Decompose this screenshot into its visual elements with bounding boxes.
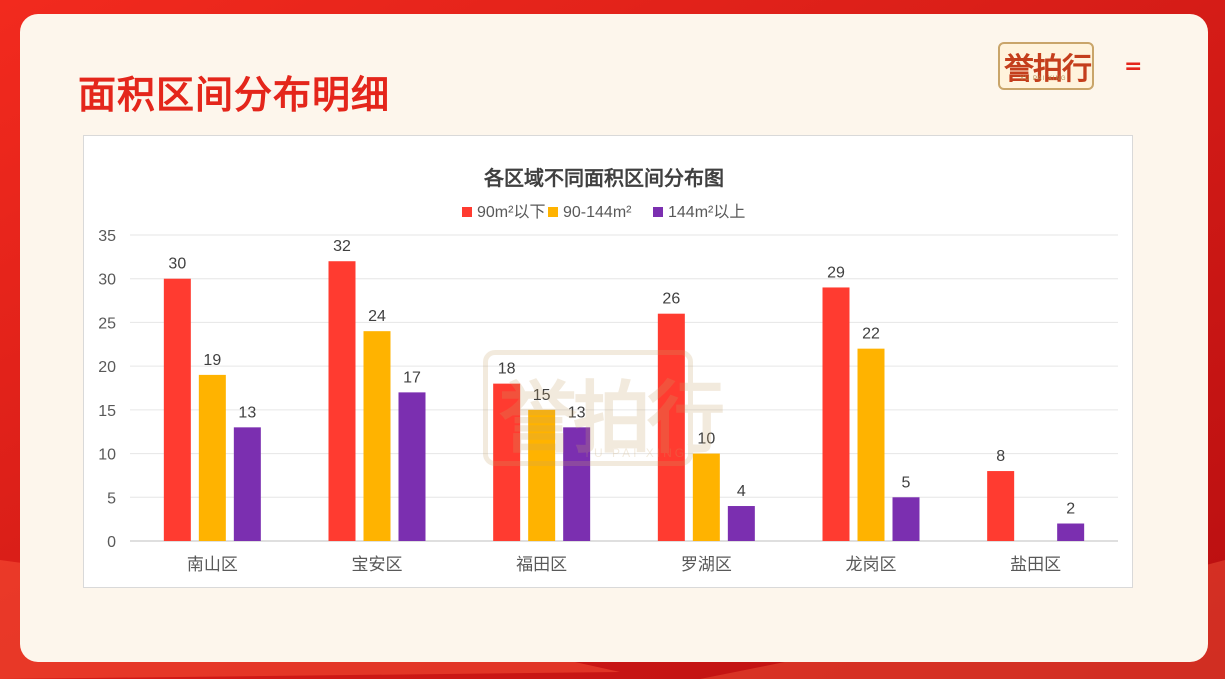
bar: [493, 383, 521, 541]
data-label: 10: [697, 431, 715, 448]
data-label: 19: [203, 352, 221, 369]
logo-frame: [998, 42, 1094, 90]
bar: [987, 471, 1015, 541]
y-tick-label: 20: [98, 359, 116, 376]
data-label: 4: [737, 483, 746, 500]
legend-swatch: [462, 207, 472, 217]
data-label: 8: [996, 448, 1005, 465]
x-tick-label: 福田区: [516, 555, 567, 574]
x-tick-label: 罗湖区: [681, 555, 732, 574]
data-label: 26: [662, 291, 680, 308]
brand-logo: 誉拍行 YU PAI XING =: [998, 40, 1158, 92]
legend-swatch: [653, 207, 663, 217]
legend-swatch: [548, 207, 558, 217]
y-tick-label: 35: [98, 228, 116, 245]
data-label: 29: [827, 264, 845, 281]
bar: [233, 427, 261, 541]
x-tick-label: 南山区: [187, 555, 238, 574]
data-label: 13: [238, 404, 256, 421]
data-label: 18: [498, 361, 516, 378]
y-tick-label: 30: [98, 272, 116, 289]
data-label: 2: [1066, 501, 1075, 518]
data-label: 15: [533, 387, 551, 404]
bar: [398, 392, 426, 541]
data-label: 32: [333, 238, 351, 255]
bar: [657, 313, 685, 541]
chart-panel: 各区域不同面积区间分布图 90m²以下 90-144m² 144m²以上 0 5 10 15 2…: [83, 135, 1133, 588]
logo-mark: =: [1124, 54, 1143, 79]
bar: [692, 453, 720, 541]
page-title: 面积区间分布明细: [78, 73, 391, 117]
chart-title: 各区域不同面积区间分布图: [483, 166, 724, 190]
data-label: 22: [862, 326, 880, 343]
bar: [163, 278, 191, 541]
data-label: 5: [902, 474, 911, 491]
bar: [563, 427, 591, 541]
legend-label: 90-144m²: [563, 204, 632, 221]
bar: [363, 331, 391, 541]
data-label: 30: [168, 256, 186, 273]
y-tick-label: 5: [107, 490, 116, 507]
legend-label: 90m²以下: [477, 204, 545, 221]
data-label: 17: [403, 369, 421, 386]
x-tick-label: 龙岗区: [846, 555, 897, 574]
data-label: 13: [568, 404, 586, 421]
bar: [528, 409, 556, 541]
bar: [328, 261, 356, 541]
y-tick-label: 15: [98, 403, 116, 420]
x-tick-label: 盐田区: [1010, 555, 1061, 574]
legend-label: 144m²以上: [668, 203, 745, 221]
bar: [1057, 523, 1085, 541]
bar: [892, 497, 920, 541]
y-tick-label: 10: [98, 447, 116, 464]
bar: [822, 287, 850, 541]
bar: [727, 506, 755, 541]
logo-text: 誉拍行: [1004, 52, 1092, 87]
y-tick-label: 25: [98, 315, 116, 332]
data-label: 24: [368, 308, 386, 325]
bar: [857, 348, 885, 541]
y-tick-label: 0: [107, 534, 116, 551]
bar-chart: 各区域不同面积区间分布图 90m²以下 90-144m² 144m²以上 0 5 10 15 2…: [98, 166, 1118, 574]
logo-subtext: YU PAI XING: [1020, 76, 1067, 82]
bar: [198, 374, 226, 541]
x-tick-label: 宝安区: [352, 555, 403, 574]
